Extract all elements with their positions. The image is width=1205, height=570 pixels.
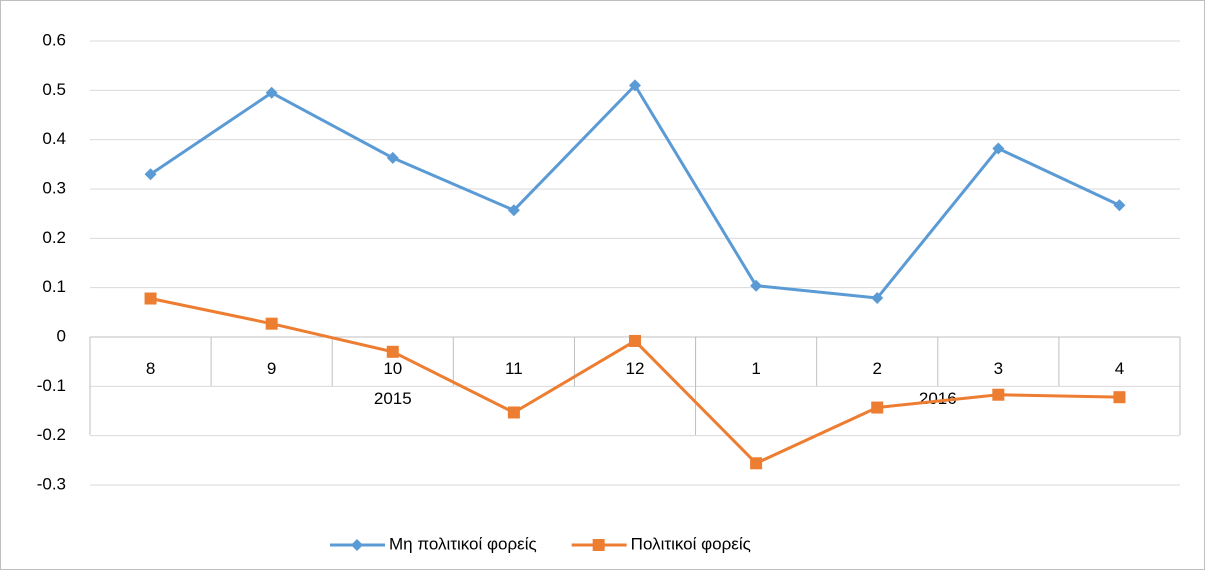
group-label: 2015 xyxy=(374,389,412,408)
y-tick-label: 0.6 xyxy=(42,30,66,49)
x-tick-label: 8 xyxy=(146,359,155,378)
legend-label: Μη πολιτικοί φορείς xyxy=(389,534,537,553)
y-tick-label: 0.4 xyxy=(42,129,66,148)
legend-marker xyxy=(351,539,363,551)
legend-item: Πολιτικοί φορείς xyxy=(571,534,751,553)
x-tick-label: 2 xyxy=(872,359,881,378)
data-point xyxy=(265,317,278,330)
y-tick-label: -0.3 xyxy=(37,474,66,493)
y-tick-label: 0.1 xyxy=(42,277,66,296)
data-point xyxy=(507,204,520,217)
x-tick-label: 12 xyxy=(626,359,645,378)
data-point xyxy=(265,86,278,99)
data-point xyxy=(1113,199,1126,212)
legend-label: Πολιτικοί φορείς xyxy=(631,534,751,553)
legend-marker xyxy=(592,539,605,551)
data-point xyxy=(992,388,1005,401)
data-point xyxy=(144,292,157,305)
data-point xyxy=(629,334,641,347)
data-point xyxy=(871,292,884,305)
data-point xyxy=(1113,391,1126,404)
y-tick-label: -0.1 xyxy=(37,376,66,395)
data-point xyxy=(386,345,399,358)
data-point xyxy=(144,168,157,181)
data-point xyxy=(750,457,763,470)
y-tick-label: 0.3 xyxy=(42,178,66,197)
x-tick-label: 3 xyxy=(994,359,1003,378)
data-point xyxy=(507,406,520,419)
y-tick-label: 0.5 xyxy=(42,80,66,99)
y-tick-label: 0.2 xyxy=(42,228,66,247)
y-tick-label: 0 xyxy=(57,326,66,345)
x-tick-label: 10 xyxy=(383,359,402,378)
x-tick-label: 1 xyxy=(751,359,760,378)
data-point xyxy=(871,401,884,414)
x-tick-label: 11 xyxy=(505,359,523,378)
data-point xyxy=(750,279,763,292)
data-point xyxy=(386,151,399,164)
x-tick-label: 9 xyxy=(267,359,276,378)
data-point xyxy=(629,79,641,92)
data-point xyxy=(992,142,1005,155)
legend-item: Μη πολιτικοί φορείς xyxy=(330,534,537,553)
x-tick-label: 4 xyxy=(1115,359,1124,378)
y-tick-label: -0.2 xyxy=(37,425,66,444)
